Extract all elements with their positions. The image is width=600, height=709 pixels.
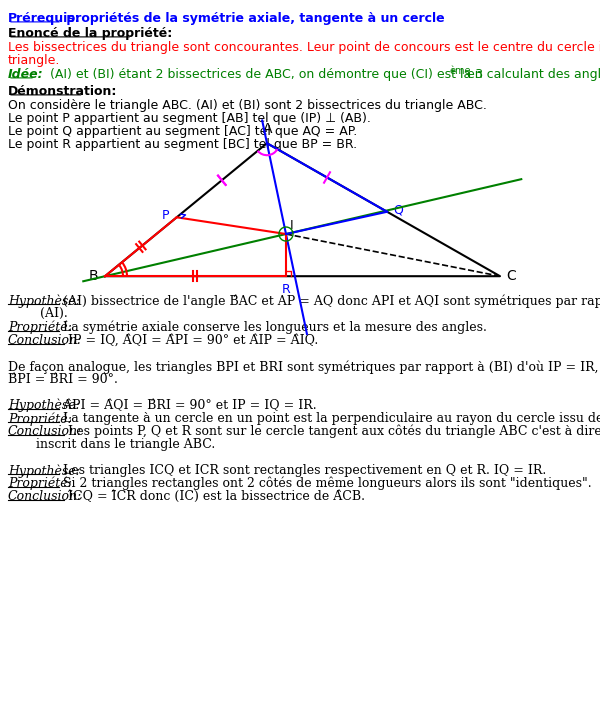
Text: La symétrie axiale conserve les longueurs et la mesure des angles.: La symétrie axiale conserve les longueur… [59, 321, 487, 335]
Text: (AI).: (AI). [8, 307, 68, 320]
Text: R: R [281, 283, 290, 296]
Text: Le point R appartient au segment [BC] tel que BP = BR.: Le point R appartient au segment [BC] te… [8, 138, 357, 151]
Text: La tangente à un cercle en un point est la perpendiculaire au rayon du cercle is: La tangente à un cercle en un point est … [59, 412, 600, 425]
Text: Les triangles ICQ et ICR sont rectangles respectivement en Q et R. IQ = IR.: Les triangles ICQ et ICR sont rectangles… [59, 464, 547, 477]
Text: propriétés de la symétrie axiale, tangente à un cercle: propriétés de la symétrie axiale, tangen… [62, 12, 445, 25]
Text: en calculant des angles.: en calculant des angles. [463, 68, 600, 81]
Text: Conclusion:: Conclusion: [8, 490, 82, 503]
Text: Propriété:: Propriété: [8, 477, 72, 491]
Text: Le point Q appartient au segment [AC] tel que AQ = AP.: Le point Q appartient au segment [AC] te… [8, 125, 357, 138]
Text: A: A [263, 122, 272, 136]
Text: C: C [506, 269, 516, 283]
Text: Conclusion:: Conclusion: [8, 334, 82, 347]
Text: P: P [162, 209, 170, 222]
Text: I: I [290, 219, 293, 232]
Text: inscrit dans le triangle ABC.: inscrit dans le triangle ABC. [8, 438, 215, 451]
Text: Hypothèse:: Hypothèse: [8, 294, 80, 308]
Text: (AI) bissectrice de l'angle B̂AC et AP = AQ donc API et AQI sont symétriques par: (AI) bissectrice de l'angle B̂AC et AP =… [59, 294, 600, 308]
Text: ÂPI = ÂQI = B̂RI = 90° et IP = IQ = IR.: ÂPI = ÂQI = B̂RI = 90° et IP = IQ = IR… [59, 399, 317, 412]
Text: Propriété:: Propriété: [8, 412, 72, 425]
Text: Hypothèse:: Hypothèse: [8, 399, 80, 413]
Text: B: B [88, 269, 98, 283]
Text: Le point P appartient au segment [AB] tel que (IP) ⊥ (AB).: Le point P appartient au segment [AB] te… [8, 112, 371, 125]
Text: Si 2 triangles rectangles ont 2 côtés de même longueurs alors ils sont "identiqu: Si 2 triangles rectangles ont 2 côtés de… [59, 477, 592, 491]
Text: ÎCQ = ÎCR donc (IC) est la bissectrice de ÂCB.: ÎCQ = ÎCR donc (IC) est la bissectrice… [64, 490, 365, 503]
Text: Conclusion:: Conclusion: [8, 425, 82, 438]
Text: Les bissectrices du triangle sont concourantes. Leur point de concours est le ce: Les bissectrices du triangle sont concou… [8, 41, 600, 54]
Text: Idée:: Idée: [8, 68, 44, 81]
Text: Hypothèse:: Hypothèse: [8, 464, 80, 477]
Text: De façon analogue, les triangles BPI et BRI sont symétriques par rapport à (BI) : De façon analogue, les triangles BPI et … [8, 360, 600, 374]
Text: Démonstration:: Démonstration: [8, 85, 118, 98]
Text: (AI) et (BI) étant 2 bissectrices de ABC, on démontre que (CI) est la 3: (AI) et (BI) étant 2 bissectrices de ABC… [46, 68, 483, 81]
Text: On considère le triangle ABC. (AI) et (BI) sont 2 bissectrices du triangle ABC.: On considère le triangle ABC. (AI) et (B… [8, 99, 487, 112]
Text: ème: ème [449, 66, 470, 76]
Text: IP = IQ, ÂQI = ÂPI = 90° et ÂIP = ÂIQ.: IP = IQ, ÂQI = ÂPI = 90° et ÂIP = ÂI… [64, 334, 319, 347]
Text: Les points P, Q et R sont sur le cercle tangent aux côtés du triangle ABC c'est : Les points P, Q et R sont sur le cercle … [64, 425, 600, 438]
Text: Q: Q [393, 203, 403, 216]
Text: Propriété:: Propriété: [8, 321, 72, 335]
Text: triangle.: triangle. [8, 54, 61, 67]
Text: Prérequis:: Prérequis: [8, 12, 80, 25]
Text: B̂PI = B̂RI = 90°.: B̂PI = B̂RI = 90°. [8, 373, 118, 386]
Text: Enoncé de la propriété:: Enoncé de la propriété: [8, 27, 172, 40]
